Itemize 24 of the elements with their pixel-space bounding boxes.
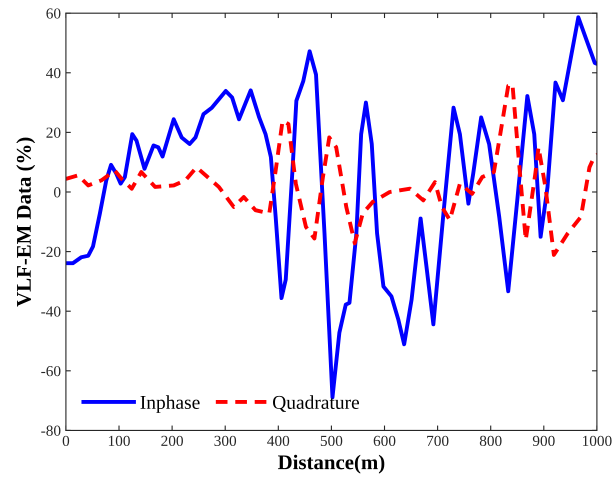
y-tick-label: 40 — [46, 68, 60, 78]
x-tick-label: 0 — [62, 436, 70, 446]
x-axis-title: Distance(m) — [278, 454, 384, 474]
y-tick-label: -20 — [41, 246, 60, 258]
x-tick-label: 200 — [161, 436, 183, 446]
legend-label: Inphase — [140, 395, 200, 413]
x-tick-label: 300 — [214, 436, 236, 446]
y-tick-label: 20 — [46, 128, 60, 138]
x-tick-label: 100 — [108, 436, 130, 446]
x-tick-label: 800 — [480, 436, 502, 446]
x-tick-label: 700 — [427, 436, 448, 446]
x-tick-label: 900 — [532, 436, 555, 446]
x-tick-label: 500 — [320, 436, 342, 446]
y-tick-label: -60 — [41, 366, 60, 376]
line-series — [66, 82, 597, 257]
y-axis-title: VLF-EM Data (%) — [16, 138, 36, 307]
y-tick-label: 60 — [46, 8, 60, 19]
legend-label: Quadrature — [273, 395, 359, 412]
y-tick-label: 0 — [54, 187, 60, 198]
x-tick-label: 600 — [374, 436, 396, 446]
x-tick-label: 1000 — [582, 436, 612, 446]
y-tick-label: -80 — [41, 426, 60, 436]
x-tick-label: 400 — [267, 436, 290, 446]
y-tick-label: -40 — [41, 306, 60, 317]
